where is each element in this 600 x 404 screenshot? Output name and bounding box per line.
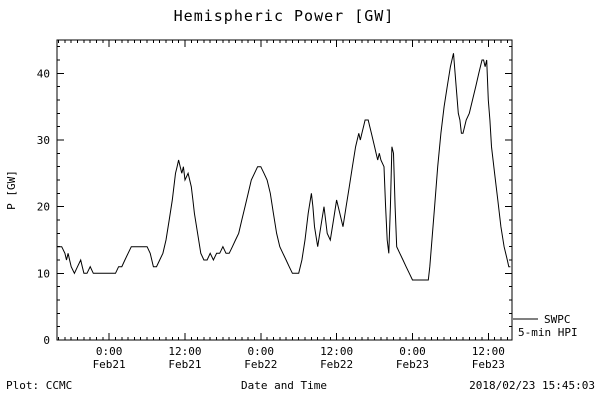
x-tick-time-label: 12:00 xyxy=(168,345,201,358)
x-tick-date-label: Feb23 xyxy=(396,358,429,371)
legend-series-label: 5-min HPI xyxy=(518,326,578,339)
x-axis-label: Date and Time xyxy=(241,379,327,392)
x-tick-date-label: Feb21 xyxy=(168,358,201,371)
plot-credit-label: Plot: CCMC xyxy=(6,379,72,392)
y-tick-label: 20 xyxy=(37,201,50,214)
axes-layer xyxy=(56,39,513,341)
legend-source-label: SWPC xyxy=(544,313,571,326)
x-tick-date-label: Feb23 xyxy=(472,358,505,371)
y-tick-label: 30 xyxy=(37,134,50,147)
plot-timestamp: 2018/02/23 15:45:03 xyxy=(469,379,595,392)
x-tick-date-label: Feb22 xyxy=(244,358,277,371)
x-tick-date-label: Feb22 xyxy=(320,358,353,371)
y-tick-label: 0 xyxy=(43,334,50,347)
series-layer xyxy=(57,53,511,281)
y-axis-label: P [GW] xyxy=(5,170,18,210)
x-tick-time-label: 0:00 xyxy=(248,345,275,358)
plot-box xyxy=(56,39,513,341)
y-tick-label: 10 xyxy=(37,267,50,280)
hpi-data-line xyxy=(57,53,511,281)
x-tick-date-label: Feb21 xyxy=(93,358,126,371)
x-tick-time-label: 0:00 xyxy=(96,345,123,358)
chart-title: Hemispheric Power [GW] xyxy=(174,7,395,25)
tick-label-layer: 0102030400:00Feb2112:00Feb210:00Feb2212:… xyxy=(37,67,505,371)
y-tick-label: 40 xyxy=(37,67,50,80)
x-tick-time-label: 0:00 xyxy=(399,345,426,358)
x-tick-time-label: 12:00 xyxy=(472,345,505,358)
x-tick-time-label: 12:00 xyxy=(320,345,353,358)
